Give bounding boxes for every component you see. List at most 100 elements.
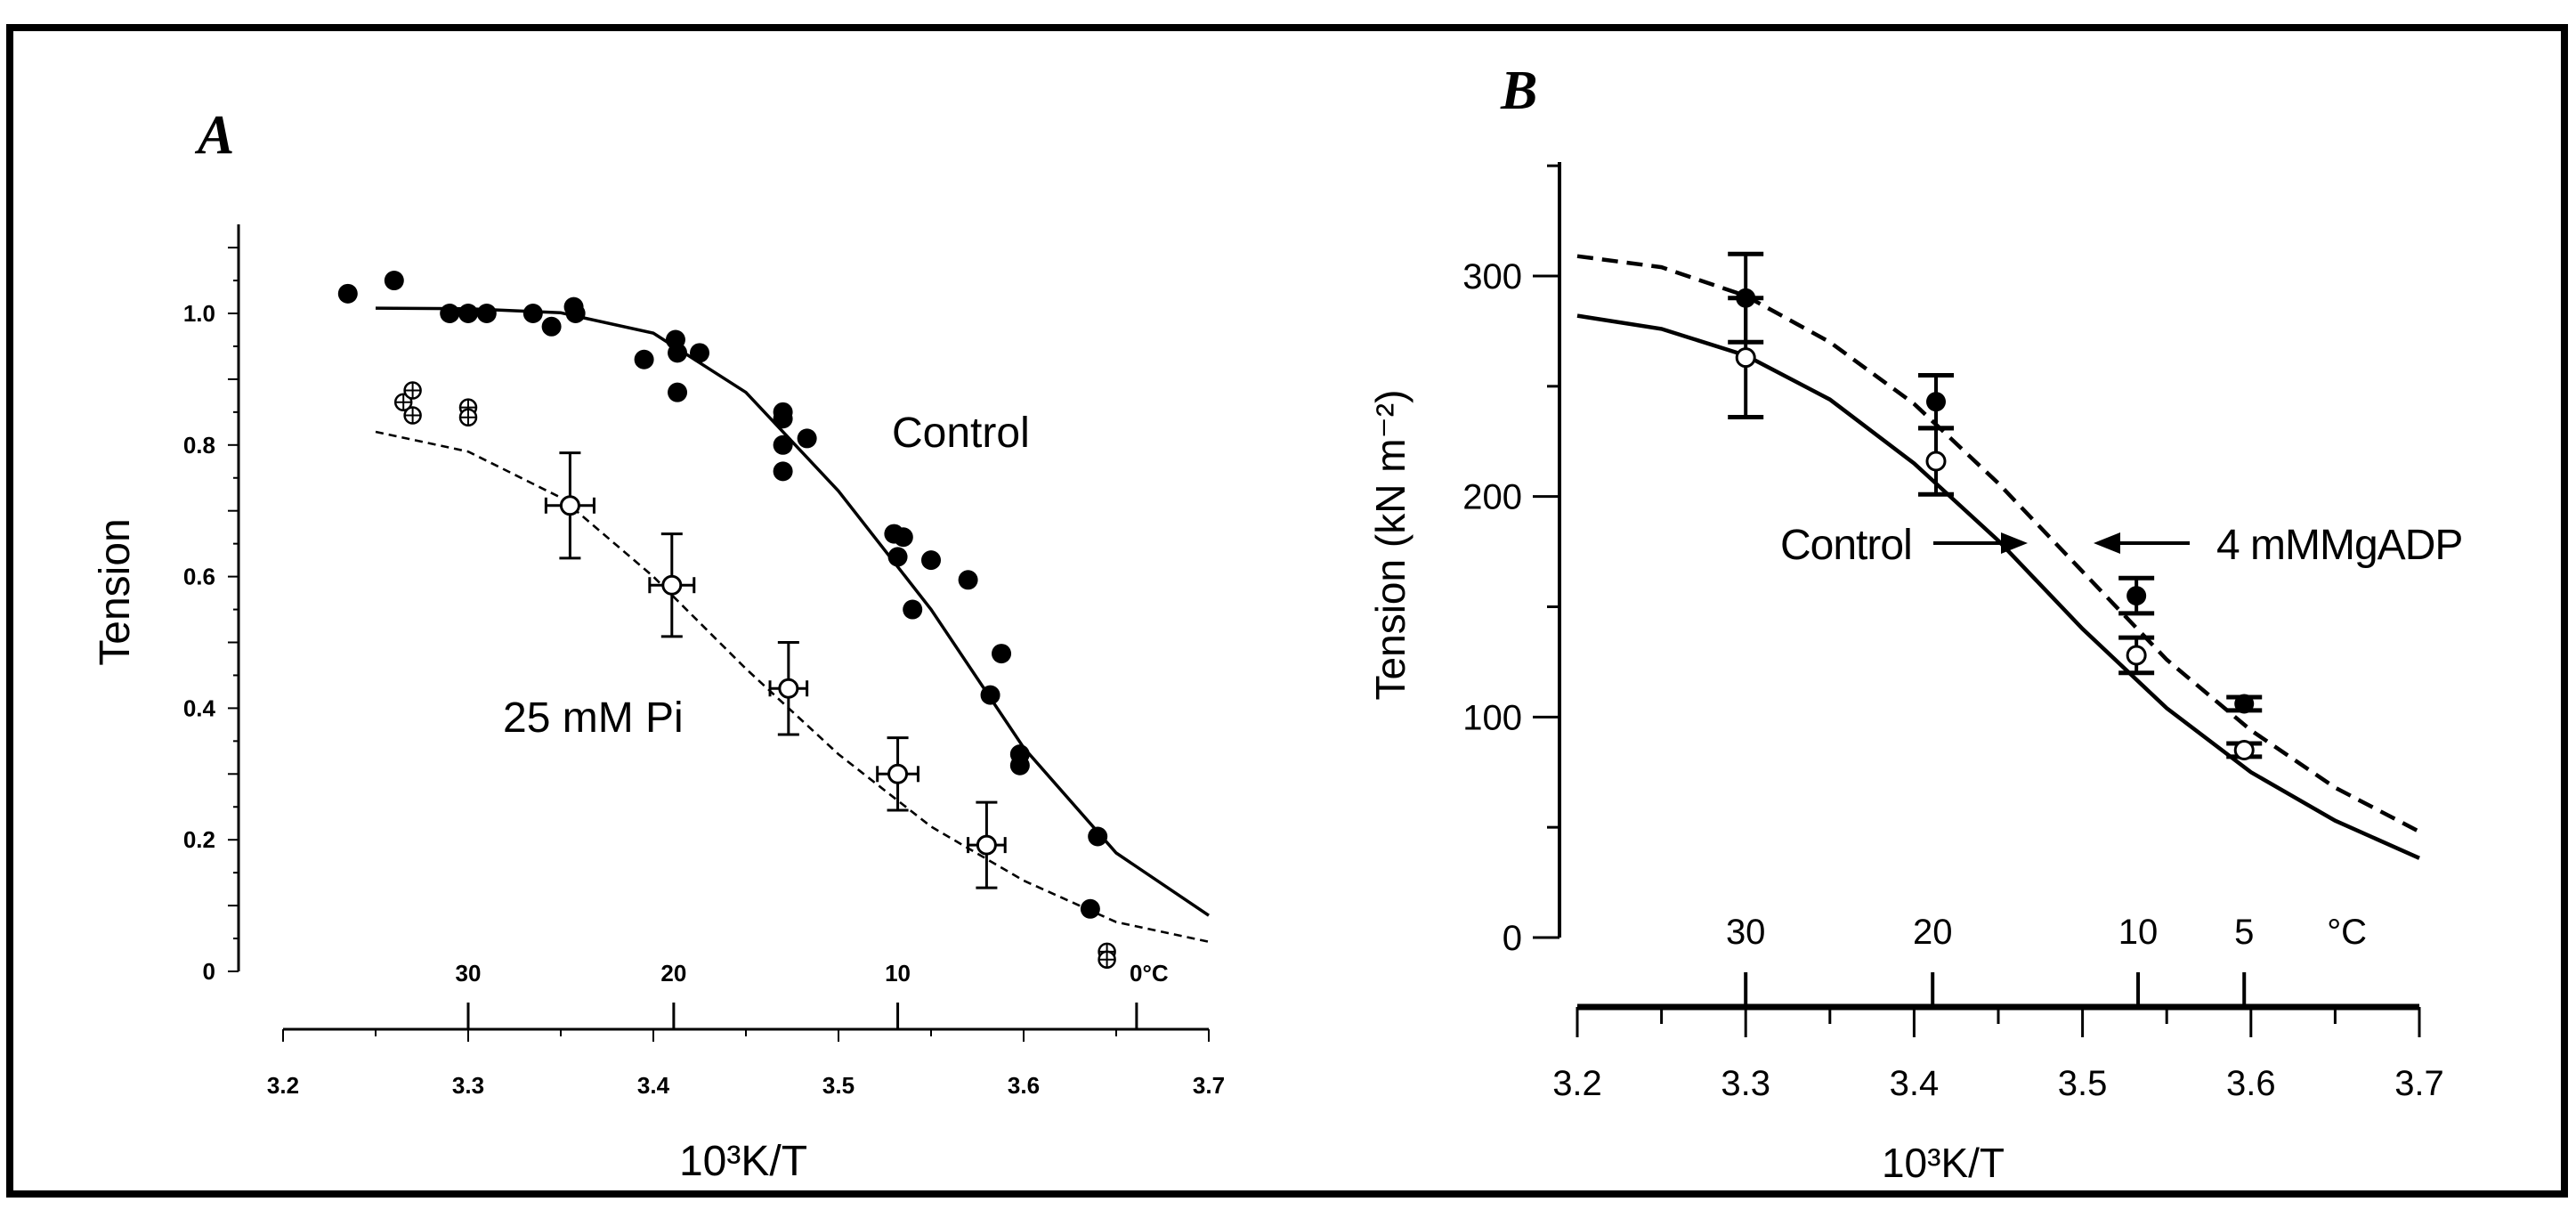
a-control-point (1088, 826, 1108, 847)
a-control-point (668, 343, 688, 363)
a-control-point (634, 349, 654, 369)
a-crossed-point (403, 406, 422, 425)
b-temp-tick-label: 30 (1726, 913, 1766, 952)
a-x-tick-label: 3.5 (822, 1072, 855, 1099)
b-y-tick-label: 300 (1462, 257, 1522, 296)
b-mgadp-point (2234, 694, 2255, 714)
a-pi-point (559, 495, 580, 516)
panel-a-control-label: Control (892, 410, 1030, 457)
a-x-tick-label: 3.4 (637, 1072, 670, 1099)
a-control-point (384, 271, 404, 291)
a-control-point (458, 304, 478, 323)
a-y-tick-label: 1.0 (183, 300, 215, 327)
a-x-tick-label: 3.2 (267, 1072, 299, 1099)
a-control-point (797, 428, 817, 449)
a-control-fit-curve (375, 306, 1210, 917)
a-control-point (565, 304, 586, 323)
a-crossed-point (393, 393, 413, 412)
b-x-tick-label: 3.2 (1552, 1064, 1602, 1103)
panel-a-points (337, 271, 1116, 969)
figure-frame (6, 24, 2568, 1198)
a-control-point (980, 685, 1000, 705)
b-x-tick-label: 3.4 (1890, 1064, 1940, 1103)
a-control-point (1080, 898, 1100, 919)
a-control-point (958, 570, 978, 590)
a-temp-tick-label: 0°C (1130, 960, 1169, 987)
a-control-point (887, 547, 908, 567)
a-control-point (337, 283, 358, 304)
a-control-point (773, 409, 793, 429)
a-temp-tick-label: 10 (885, 960, 911, 987)
a-pi-point (976, 834, 997, 856)
b-mgadp-fit-curve (1576, 254, 2421, 834)
a-pi-point (661, 574, 683, 596)
a-x-tick-label: 3.6 (1008, 1072, 1040, 1099)
a-control-point (893, 527, 913, 548)
panel-b-arrow-mgadp (2094, 532, 2190, 554)
b-mgadp-point (1925, 392, 1946, 412)
panel-a-y-label: Tension (92, 518, 139, 665)
b-x-tick-label: 3.6 (2226, 1064, 2276, 1103)
a-control-point (440, 304, 460, 323)
a-y-tick-label: 0.2 (183, 826, 215, 853)
panel-a-pi-label: 25 mM Pi (503, 694, 684, 742)
a-crossed-point (1098, 950, 1116, 969)
a-control-point (668, 382, 688, 402)
a-crossed-point (458, 408, 478, 427)
a-pi-point (778, 678, 799, 699)
b-control-point (1735, 347, 1756, 369)
a-control-point (690, 343, 709, 363)
a-y-tick-label: 0.4 (183, 694, 216, 721)
b-control-point (2126, 645, 2147, 666)
a-control-point (903, 599, 923, 620)
a-control-point (541, 316, 562, 337)
panel-b-curves (1576, 254, 2421, 860)
b-mgadp-point (2126, 586, 2147, 606)
panel-b-letter: B (1500, 61, 1537, 121)
a-temp-tick-label: 30 (456, 960, 482, 987)
a-control-point (1009, 755, 1030, 776)
panel-a-x-label: 10³K/T (679, 1138, 807, 1185)
a-x-tick-label: 3.7 (1193, 1072, 1225, 1099)
b-x-tick-label: 3.7 (2394, 1064, 2444, 1103)
panel-b-axes: 0 100 200 300 3.2 3.3 3.4 3.5 3.6 3.7 30 20 10 5 °C (1462, 162, 2444, 1103)
b-y-tick-label: 200 (1462, 478, 1522, 517)
b-temp-tick-label: 10 (2118, 913, 2159, 952)
b-y-tick-label: 100 (1462, 698, 1522, 737)
a-y-tick-label: 0 (203, 958, 215, 985)
a-control-point (522, 304, 543, 323)
a-control-point (773, 434, 793, 455)
panel-a: A 0 0.2 0.4 0.6 0.8 1.0 3.2 3.3 3.4 3.5 3.6 3.7 30 20… (92, 105, 1225, 1185)
panel-a-letter: A (194, 105, 234, 166)
a-control-point (476, 304, 497, 323)
a-temp-tick-label: 20 (660, 960, 686, 987)
b-control-point (2233, 739, 2255, 760)
panel-b-mgadp-label: 4 mMMgADP (2216, 522, 2462, 569)
b-y-tick-label: 0 (1503, 919, 1522, 958)
b-control-point (1925, 451, 1947, 472)
a-pi-point (887, 763, 909, 784)
a-control-point (992, 644, 1012, 664)
a-crossed-point (403, 381, 422, 400)
b-control-fit-curve (1576, 313, 2420, 860)
b-temp-tick-label: 5 (2234, 913, 2254, 952)
a-y-tick-label: 0.8 (183, 432, 215, 459)
panel-b-arrow-control (1933, 532, 2028, 554)
a-x-tick-label: 3.3 (452, 1072, 484, 1099)
a-control-point (773, 461, 793, 482)
a-control-point (921, 550, 941, 571)
b-temp-tick-label: °C (2327, 913, 2367, 952)
panel-a-curves (375, 306, 1210, 943)
panel-b-control-label: Control (1780, 522, 1912, 569)
b-temp-tick-label: 20 (1913, 913, 1953, 952)
b-x-tick-label: 3.5 (2058, 1064, 2108, 1103)
b-x-tick-label: 3.3 (1721, 1064, 1770, 1103)
panel-a-axes: 0 0.2 0.4 0.6 0.8 1.0 3.2 3.3 3.4 3.5 3.6 3.7 30 20 10… (183, 224, 1225, 1099)
panel-b-x-label: 10³K/T (1882, 1140, 2005, 1186)
a-pi-fit-curve (375, 430, 1210, 943)
a-y-tick-label: 0.6 (183, 564, 215, 590)
panel-b-y-label: Tension (kN m⁻²) (1367, 390, 1414, 701)
panel-b-points (1728, 251, 2263, 760)
